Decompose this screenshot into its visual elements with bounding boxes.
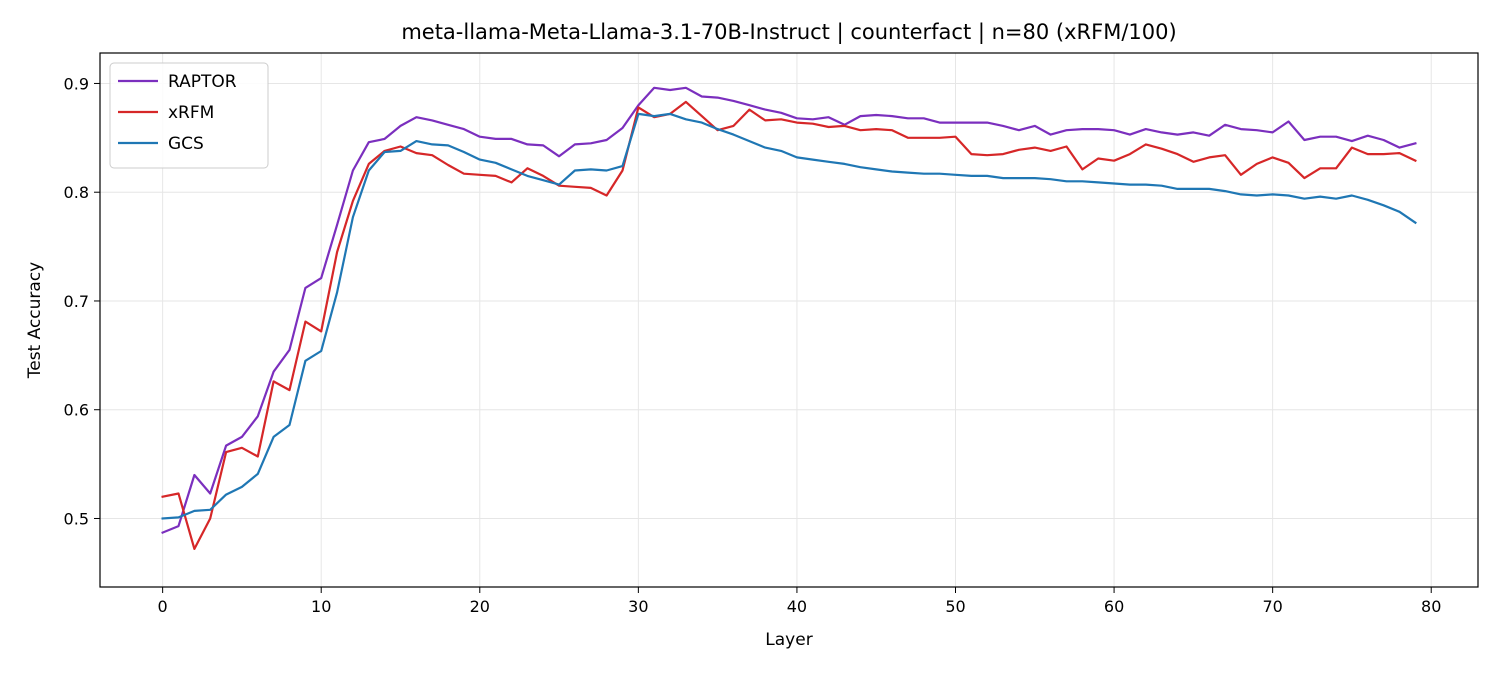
plot-frame: [99, 52, 1479, 588]
legend-box: [109, 62, 269, 169]
legend-label-gcs: GCS: [168, 134, 204, 154]
x-tick-label: 0: [158, 597, 168, 616]
series-line-gcs: [161, 112, 1417, 520]
x-tick-label: 50: [945, 597, 965, 616]
y-axis-label: Test Accuracy: [25, 262, 45, 380]
x-tick-label: 70: [1262, 597, 1282, 616]
x-tick-label: 40: [787, 597, 807, 616]
y-tick-label: 0.9: [64, 74, 89, 93]
chart-title: meta-llama-Meta-Llama-3.1-70B-Instruct |…: [401, 20, 1176, 45]
series-lines: [161, 86, 1417, 551]
x-axis: 0 10 20 30 40 50 60 70 80: [158, 587, 1441, 616]
series-line-raptor: [161, 86, 1417, 535]
y-tick-label: 0.7: [64, 292, 89, 311]
x-tick-label: 20: [470, 597, 490, 616]
legend: RAPTOR xRFM GCS: [109, 62, 269, 169]
gridlines: [100, 53, 1478, 587]
y-tick-label: 0.6: [64, 401, 89, 420]
x-tick-label: 60: [1104, 597, 1124, 616]
x-tick-label: 80: [1421, 597, 1441, 616]
legend-label-xrfm: xRFM: [168, 103, 214, 123]
x-tick-label: 10: [311, 597, 331, 616]
x-axis-label: Layer: [765, 630, 812, 650]
y-axis: 0.5 0.6 0.7 0.8 0.9: [64, 74, 100, 528]
legend-label-raptor: RAPTOR: [168, 72, 237, 92]
y-tick-label: 0.8: [64, 183, 89, 202]
x-tick-label: 30: [628, 597, 648, 616]
y-tick-label: 0.5: [64, 509, 89, 528]
series-line-xrfm: [161, 100, 1417, 551]
